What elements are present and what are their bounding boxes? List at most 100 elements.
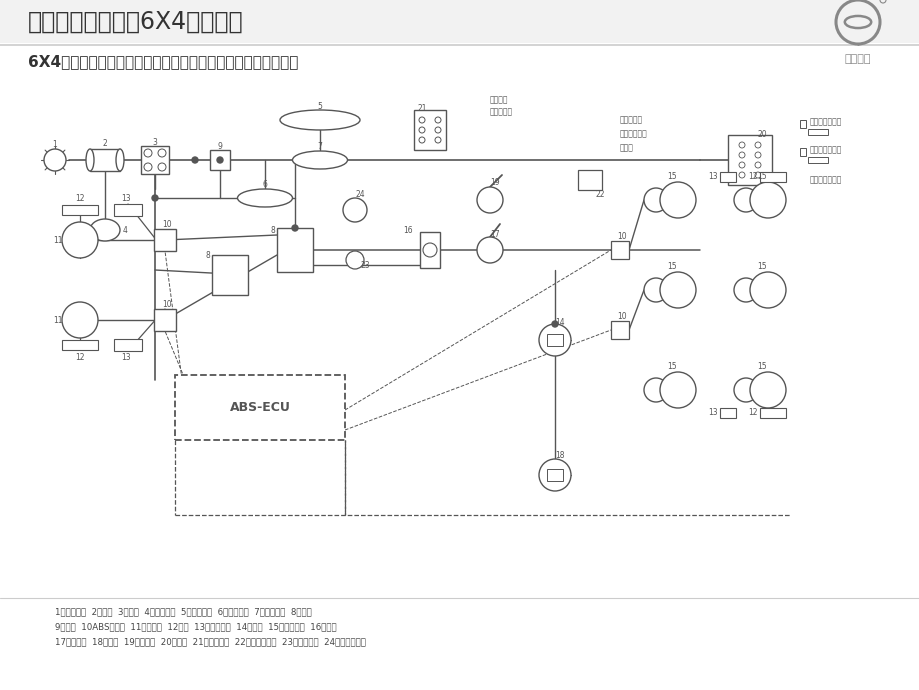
- Circle shape: [659, 272, 696, 308]
- Text: 2: 2: [103, 139, 108, 148]
- Text: 20: 20: [756, 130, 766, 139]
- Circle shape: [418, 117, 425, 123]
- Text: 24: 24: [355, 190, 365, 199]
- Text: 12: 12: [75, 353, 85, 362]
- Circle shape: [62, 302, 98, 338]
- Bar: [175, 375, 345, 440]
- Text: 23: 23: [360, 261, 369, 270]
- Text: 17驻车手阀  18差动阀  19停车手阀  20挂钩阀  21超合电磁阀  22气制机电磁阀  23气压传感器  24双膜针气压表: 17驻车手阀 18差动阀 19停车手阀 20挂钩阀 21超合电磁阀 22气制机电…: [55, 638, 366, 647]
- Bar: [211, 255, 248, 295]
- Text: 12: 12: [75, 193, 85, 202]
- Text: 8: 8: [206, 250, 210, 259]
- Text: 17: 17: [490, 230, 499, 239]
- Bar: [610, 321, 629, 339]
- Text: 14: 14: [554, 317, 564, 326]
- Bar: [277, 228, 312, 272]
- Text: ABS-ECU: ABS-ECU: [230, 401, 290, 414]
- Bar: [727, 135, 771, 185]
- Text: 9限压阀  10ABS电磁阀  11制动气室  12齿圈  13轮速传感器  14继动阀  15弹簧制动缸  16单回阀: 9限压阀 10ABS电磁阀 11制动气室 12齿圈 13轮速传感器 14继动阀 …: [55, 622, 336, 631]
- Ellipse shape: [116, 149, 124, 171]
- Text: 3: 3: [153, 137, 157, 146]
- Circle shape: [423, 243, 437, 257]
- Circle shape: [643, 188, 667, 212]
- Text: 13: 13: [121, 353, 130, 362]
- Text: 15: 15: [666, 262, 676, 270]
- Text: 7: 7: [317, 141, 322, 150]
- Circle shape: [144, 163, 152, 171]
- Circle shape: [738, 172, 744, 178]
- Circle shape: [152, 195, 158, 201]
- Bar: [210, 150, 230, 170]
- Circle shape: [62, 222, 98, 258]
- Text: 辅助制动: 辅助制动: [490, 95, 508, 104]
- Circle shape: [754, 152, 760, 158]
- Text: 变速箱用气: 变速箱用气: [619, 115, 642, 124]
- Text: 11: 11: [53, 235, 62, 244]
- Circle shape: [158, 163, 165, 171]
- Text: 10: 10: [617, 232, 626, 241]
- Circle shape: [738, 162, 744, 168]
- Text: 1: 1: [52, 139, 57, 148]
- Text: 18: 18: [555, 451, 564, 460]
- Text: 15: 15: [756, 172, 766, 181]
- Text: 19: 19: [490, 177, 499, 186]
- Bar: [414, 110, 446, 150]
- Circle shape: [539, 459, 571, 491]
- Circle shape: [754, 142, 760, 148]
- Text: 一、制动系统图（6X4牵引车）: 一、制动系统图（6X4牵引车）: [28, 10, 244, 34]
- Bar: [547, 469, 562, 481]
- Circle shape: [158, 149, 165, 157]
- Ellipse shape: [90, 219, 119, 241]
- Text: 13: 13: [121, 193, 130, 202]
- Bar: [114, 339, 142, 351]
- Circle shape: [476, 237, 503, 263]
- Bar: [807, 157, 827, 163]
- Circle shape: [435, 117, 440, 123]
- Bar: [90, 149, 119, 171]
- Circle shape: [144, 149, 152, 157]
- Bar: [759, 172, 785, 182]
- Circle shape: [738, 152, 744, 158]
- Circle shape: [749, 372, 785, 408]
- Text: 15: 15: [666, 362, 676, 371]
- Bar: [720, 408, 735, 418]
- Bar: [800, 120, 805, 128]
- Text: 16: 16: [403, 226, 413, 235]
- Text: 10: 10: [162, 299, 172, 308]
- Circle shape: [733, 278, 757, 302]
- Text: 6X4牵引车全面介绍欧曼重卡制动系统气路故障检测器的应用。: 6X4牵引车全面介绍欧曼重卡制动系统气路故障检测器的应用。: [28, 55, 298, 70]
- Bar: [759, 408, 785, 418]
- Text: 11: 11: [53, 315, 62, 324]
- Bar: [547, 334, 562, 346]
- Text: 离合分泵用气: 离合分泵用气: [619, 130, 647, 139]
- Text: 田中工贸: 田中工贸: [844, 54, 870, 64]
- Text: 15: 15: [756, 262, 766, 270]
- Circle shape: [551, 321, 558, 327]
- Circle shape: [659, 182, 696, 218]
- Text: 连接头（黄色）: 连接头（黄色）: [809, 175, 842, 184]
- Circle shape: [754, 162, 760, 168]
- Text: 21: 21: [417, 104, 426, 112]
- Text: 5: 5: [317, 101, 322, 110]
- Text: 13: 13: [708, 408, 717, 417]
- Bar: [800, 148, 805, 156]
- Text: 9: 9: [217, 141, 222, 150]
- Text: 10: 10: [162, 219, 172, 228]
- Circle shape: [643, 378, 667, 402]
- Text: 稳阀差逻辑: 稳阀差逻辑: [490, 108, 513, 117]
- Bar: [720, 172, 735, 182]
- Text: 15: 15: [756, 362, 766, 371]
- Bar: [141, 146, 169, 174]
- Text: 22: 22: [595, 190, 604, 199]
- Circle shape: [733, 378, 757, 402]
- Ellipse shape: [279, 110, 359, 130]
- Circle shape: [733, 188, 757, 212]
- Text: 4: 4: [122, 226, 128, 235]
- Circle shape: [754, 172, 760, 178]
- Text: 13: 13: [708, 172, 717, 181]
- Bar: [62, 205, 98, 215]
- Bar: [420, 232, 439, 268]
- Circle shape: [217, 157, 222, 163]
- Text: 气制机: 气制机: [619, 144, 633, 152]
- Text: 12: 12: [747, 408, 756, 417]
